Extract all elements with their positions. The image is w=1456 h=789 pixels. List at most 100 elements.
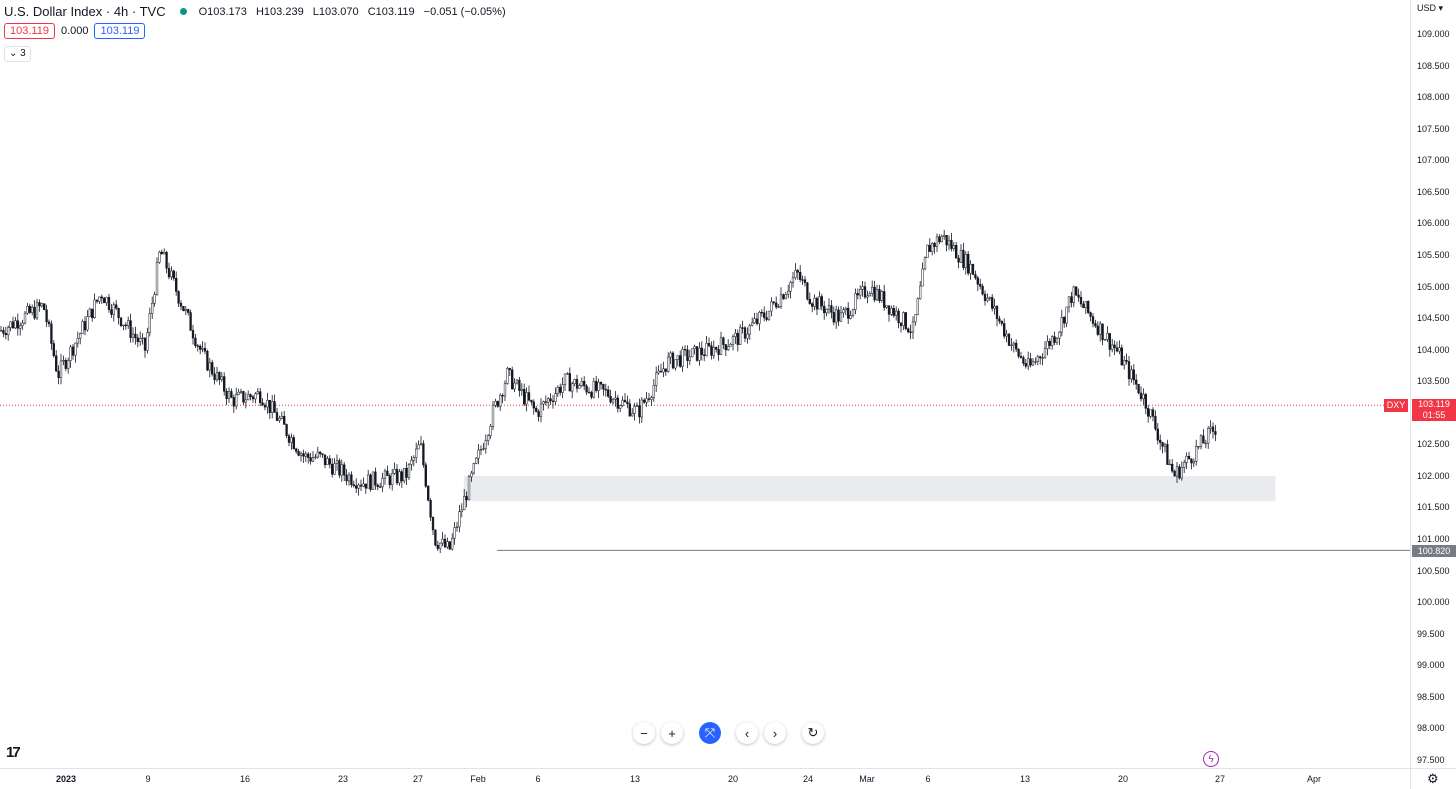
candle-body [112,304,115,315]
candle-body [230,391,233,398]
candle-body [631,413,634,417]
gear-icon[interactable]: ⚙ [1427,771,1439,786]
candle-body [357,484,360,489]
candle-body [568,373,571,392]
symbol-legend: U.S. Dollar Index · 4h · TVC O103.173 H1… [4,4,512,19]
candle-body [753,318,756,324]
candle-body [1017,348,1020,357]
candle-body [952,244,955,249]
candle-body [371,471,375,490]
candle-body [938,236,941,243]
candle-body [343,464,346,476]
candle-body [367,474,370,489]
price-axis[interactable]: USD ▾ 109.000 108.500 108.000 107.500 107.00… [1410,0,1456,768]
candle-body [1024,363,1027,367]
candle-body [669,352,672,358]
change-value: −0.051 (−0.05%) [423,5,506,18]
candle-body [163,252,166,255]
time-axis[interactable]: 2023 9 16 23 27 Feb 6 13 20 24 Mar 6 13 20 27 Apr [0,768,1410,789]
candle-body [719,337,723,355]
candle-body [911,321,915,333]
candle-body [611,399,615,403]
time-tick-label: 27 [412,774,424,784]
candle-body [259,391,262,404]
candle-body [268,400,271,413]
candle-body [907,328,910,333]
candle-body [1019,356,1023,358]
candle-body [931,242,934,252]
tradingview-logo-icon[interactable]: 17 [6,744,21,761]
candle-body [532,401,535,409]
candle-body [659,370,663,373]
candle-body [83,321,87,331]
sell-price-button[interactable]: 103.119 [4,23,55,39]
time-tick-label: Apr [1306,774,1322,784]
candle-body [1132,369,1135,381]
candle-body [676,355,679,360]
settings-corner: ⚙ [1410,768,1456,789]
candle-body [839,312,843,322]
reset-chart-button[interactable]: ↻ [802,722,824,744]
candle-body [1151,409,1155,417]
candle-body [830,305,833,313]
reset-scale-button[interactable]: ⤧ [699,722,721,744]
time-tick-label: 20 [1117,774,1129,784]
symbol-tag: DXY [1384,399,1408,412]
candle-body [1039,356,1042,359]
candle-body [151,302,154,314]
candle-body [359,484,363,487]
candle-body [693,346,696,349]
candle-body [635,405,639,407]
time-tick-label: 27 [1214,774,1226,784]
candle-body [760,311,763,314]
candle-body [530,399,533,403]
symbol-title[interactable]: U.S. Dollar Index · 4h · TVC [4,4,166,19]
candle-body [194,337,197,346]
candle-body [712,346,715,356]
candle-body [1115,347,1119,352]
candle-body [45,309,48,323]
candle-body [587,391,591,394]
candle-body [909,331,912,333]
close-value: C103.119 [367,5,415,18]
candle-body [165,252,168,269]
candle-body [1199,435,1203,447]
price-tick-label: 107.000 [1417,155,1450,166]
candle-body [806,282,809,300]
candle-body [388,475,391,486]
candle-body [1007,333,1011,346]
candlestick-chart[interactable] [0,0,1410,768]
candle-body [299,453,303,456]
lightning-icon[interactable]: ϟ [1203,751,1219,767]
zoom-out-button[interactable]: − [633,722,655,744]
candle-body [321,453,324,456]
candle-body [446,541,449,548]
time-tick-label: 6 [925,774,931,784]
scroll-right-button[interactable]: › [764,722,786,744]
candle-body [890,308,893,315]
candle-body [124,324,127,327]
candle-body [196,345,199,347]
candle-body [213,373,216,381]
candle-body [851,309,855,316]
candle-body [381,477,384,488]
candle-body [751,322,754,326]
time-tick-label: 24 [802,774,814,784]
candle-body [223,376,226,392]
chart-pane[interactable]: U.S. Dollar Index · 4h · TVC O103.173 H1… [0,0,1410,768]
buy-price-button[interactable]: 103.119 [94,23,146,39]
candle-body [218,372,221,380]
candle-body [1135,379,1138,385]
zoom-in-button[interactable]: + [661,722,683,744]
candle-body [1192,461,1195,464]
candle-body [791,277,795,283]
scroll-left-button[interactable]: ‹ [736,722,758,744]
candle-body [578,385,581,389]
candle-body [1180,467,1183,479]
candle-body [28,305,31,313]
currency-select[interactable]: USD ▾ [1417,3,1443,14]
candle-body [220,376,223,380]
indicators-toggle[interactable]: ⌄ 3 [4,46,31,62]
candle-body [652,384,655,398]
candle-body [391,473,394,486]
